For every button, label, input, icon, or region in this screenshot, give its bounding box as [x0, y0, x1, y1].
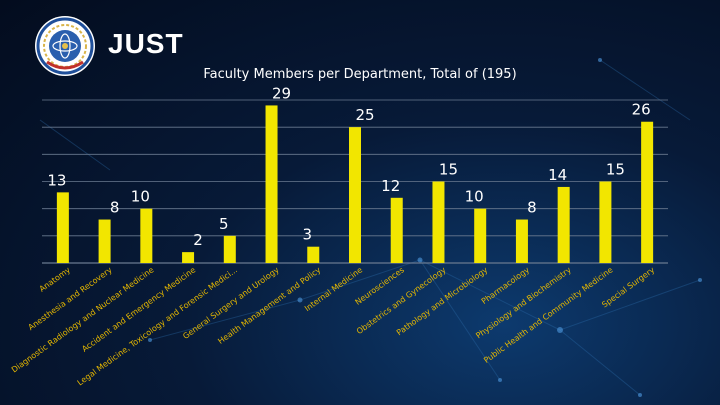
value-label-14: 15 — [606, 161, 625, 179]
bar-2 — [98, 219, 111, 263]
bar-10 — [432, 181, 445, 263]
value-label-4: 2 — [193, 231, 203, 249]
brand-title: JUST — [108, 28, 184, 59]
bar-14 — [599, 181, 612, 263]
bar-15 — [641, 121, 654, 263]
value-label-13: 14 — [548, 166, 567, 184]
bar-5 — [223, 235, 236, 263]
value-label-8: 25 — [355, 106, 374, 124]
value-label-6: 29 — [272, 84, 291, 102]
bar-12 — [515, 219, 528, 263]
bar-4 — [182, 252, 195, 263]
value-label-12: 8 — [527, 199, 537, 217]
value-label-1: 13 — [47, 171, 66, 189]
value-label-11: 10 — [465, 188, 484, 206]
value-label-5: 5 — [219, 215, 229, 233]
bar-1 — [56, 192, 69, 263]
bar-11 — [474, 208, 487, 263]
chart-title: Faculty Members per Department, Total of… — [203, 67, 517, 82]
bar-8 — [349, 127, 361, 264]
value-label-10: 15 — [439, 161, 458, 179]
bar-13 — [557, 186, 570, 263]
bar-9 — [390, 197, 403, 263]
value-label-9: 12 — [381, 177, 400, 195]
category-label-1: Anatomy — [38, 265, 73, 294]
category-label-5: Legal Medicine, Toxicology and Forensic … — [76, 265, 239, 387]
university-seal-icon — [33, 14, 97, 78]
value-label-3: 10 — [131, 188, 150, 206]
bar-7 — [307, 246, 320, 263]
category-label-2: Anesthesia and Recovery — [27, 265, 114, 332]
bar-6 — [265, 105, 278, 263]
value-label-15: 26 — [632, 101, 651, 119]
value-label-7: 3 — [302, 226, 312, 244]
bar-3 — [140, 208, 153, 263]
value-label-2: 8 — [110, 199, 120, 217]
